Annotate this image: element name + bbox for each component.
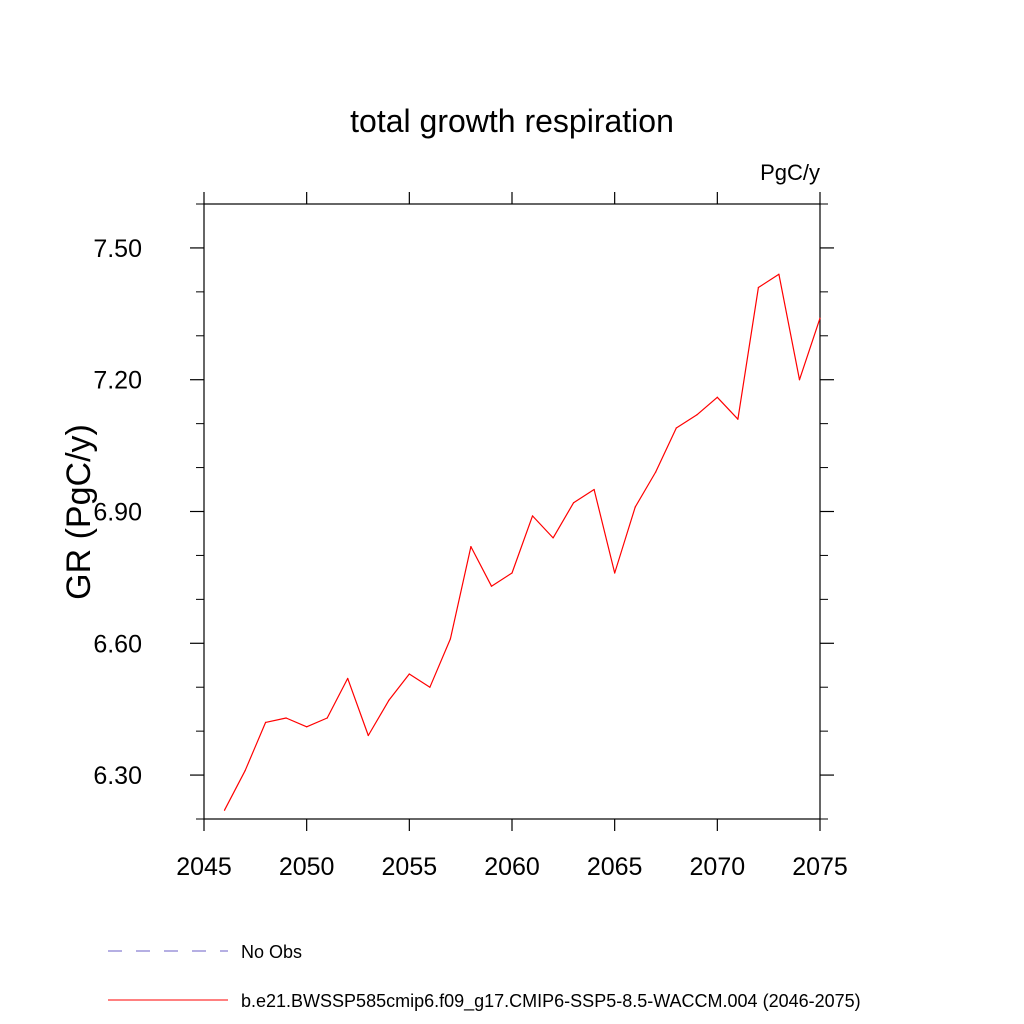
data-point (531, 515, 534, 517)
data-point (306, 726, 308, 728)
legend-label: b.e21.BWSSP585cmip6.f09_g17.CMIP6-SSP5-8… (241, 991, 861, 1012)
data-point (408, 673, 410, 675)
data-point (655, 471, 657, 473)
data-point (490, 585, 493, 587)
y-tick-label: 6.30 (93, 762, 142, 790)
plot-frame (203, 203, 821, 820)
data-point (737, 418, 739, 420)
data-point (244, 770, 246, 772)
data-point (326, 717, 328, 719)
x-tick-label: 2055 (382, 853, 438, 881)
data-point (470, 546, 472, 548)
data-point (511, 572, 513, 574)
data-point (429, 686, 431, 688)
x-tick-label: 2065 (587, 853, 643, 881)
units-label: PgC/y (760, 160, 820, 185)
data-point (778, 273, 780, 275)
data-point (675, 427, 677, 429)
data-point (757, 286, 760, 289)
data-point (223, 809, 226, 811)
data-point (285, 717, 287, 719)
x-tick-label: 2045 (176, 853, 232, 881)
data-point (388, 699, 390, 701)
data-point (552, 537, 554, 539)
data-point (593, 488, 595, 491)
data-point (716, 396, 718, 398)
y-axis-label: GR (PgC/y) (60, 424, 98, 600)
y-tick-label: 7.20 (93, 367, 142, 395)
y-tick-label: 7.50 (93, 235, 142, 263)
data-point (449, 638, 451, 640)
data-point (347, 677, 349, 680)
x-tick-label: 2070 (690, 853, 746, 881)
data-point (819, 317, 821, 319)
chart-title: total growth respiration (350, 103, 674, 139)
x-tick-label: 2075 (792, 853, 848, 881)
data-point (798, 379, 801, 381)
y-tick-label: 6.90 (93, 499, 142, 527)
data-point (696, 414, 698, 416)
x-tick-label: 2050 (279, 853, 335, 881)
data-point (573, 502, 575, 504)
data-point (265, 721, 267, 723)
data-point (367, 734, 369, 737)
series-line (223, 273, 821, 811)
data-point (614, 572, 616, 574)
data-point (634, 506, 636, 508)
y-tick-label: 6.60 (93, 630, 142, 658)
x-tick-label: 2060 (484, 853, 540, 881)
legend-label: No Obs (241, 942, 302, 962)
